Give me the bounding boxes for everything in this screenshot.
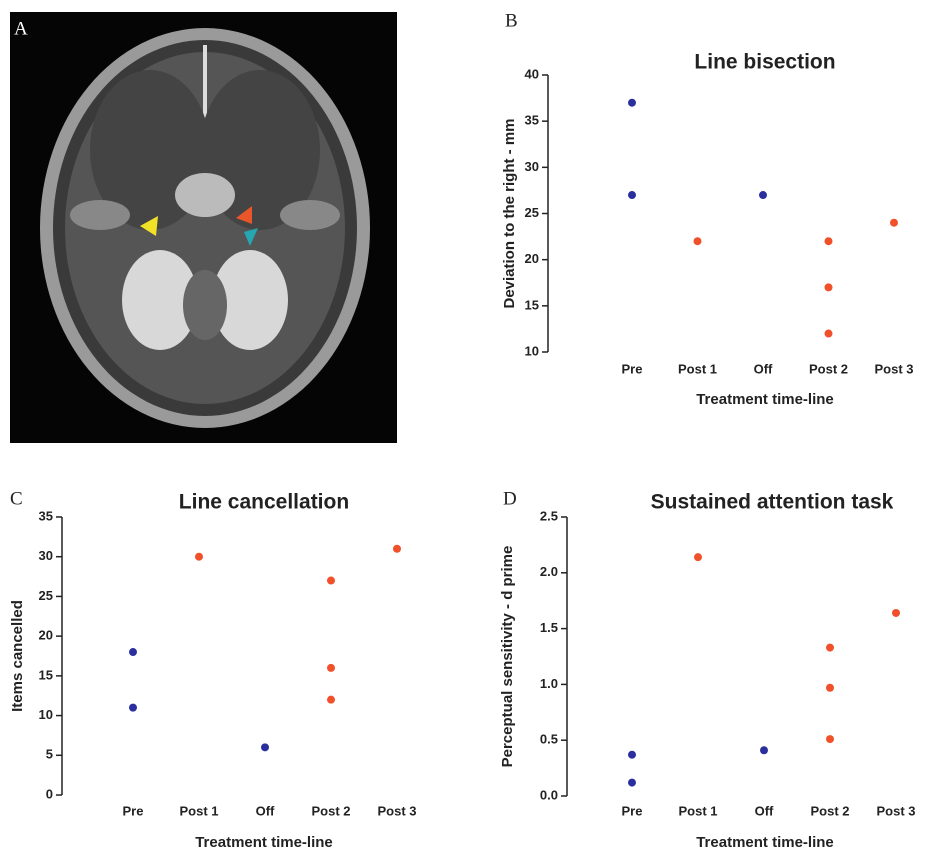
point [327, 576, 335, 585]
x-tick-label: Post 1 [678, 803, 717, 818]
y-tick-label: 35 [39, 508, 53, 523]
point [327, 695, 335, 704]
y-tick-label: 35 [525, 113, 539, 128]
y-tick-label: 40 [525, 66, 539, 81]
x-tick-label: Post 3 [874, 361, 913, 376]
point [824, 329, 833, 338]
point [129, 703, 137, 712]
x-tick-label: Post 2 [809, 361, 848, 376]
y-tick-label: 20 [525, 251, 539, 266]
point [826, 643, 834, 652]
y-axis-label: Deviation to the right - mm [501, 118, 518, 308]
y-tick-label: 1.0 [540, 676, 558, 691]
panel-label: D [503, 488, 517, 509]
x-tick-label: Post 1 [179, 803, 218, 818]
x-tick-label: Off [755, 803, 774, 818]
point [826, 735, 834, 744]
x-tick-label: Post 1 [678, 361, 717, 376]
x-tick-label: Pre [622, 803, 643, 818]
x-tick-label: Post 2 [810, 803, 849, 818]
y-tick-label: 25 [39, 588, 53, 603]
x-tick-label: Pre [622, 361, 643, 376]
point [890, 218, 898, 227]
mri-image [10, 12, 397, 443]
y-tick-label: 15 [39, 667, 53, 682]
x-tick-label: Post 3 [377, 803, 416, 818]
point [824, 237, 833, 246]
x-axis-label: Treatment time-line [696, 391, 834, 408]
y-axis-label: Items cancelled [9, 600, 26, 712]
chart-title: Line cancellation [179, 491, 349, 514]
y-tick-label: 2.0 [540, 564, 558, 579]
point [195, 552, 203, 561]
x-axis-label: Treatment time-line [696, 834, 834, 849]
panel-label: A [14, 18, 28, 39]
y-tick-label: 1.5 [540, 620, 558, 635]
y-axis-label: Perceptual sensitivity - d prime [499, 546, 516, 768]
x-axis-label: Treatment time-line [195, 834, 333, 849]
y-tick-label: 30 [525, 159, 539, 174]
y-tick-label: 20 [39, 628, 53, 643]
point [628, 98, 636, 107]
x-tick-label: Off [754, 361, 773, 376]
y-tick-label: 10 [39, 707, 53, 722]
point [393, 544, 401, 553]
y-tick-label: 2.5 [540, 508, 558, 523]
chart-title: Line bisection [694, 51, 835, 74]
y-tick-label: 0.5 [540, 732, 558, 747]
point [129, 648, 137, 657]
y-tick-label: 10 [525, 343, 539, 358]
point [628, 778, 636, 787]
point [892, 608, 900, 617]
y-tick-label: 0 [46, 786, 53, 801]
point [261, 743, 269, 752]
chart-title: Sustained attention task [651, 491, 894, 514]
point [628, 750, 636, 759]
point [824, 283, 833, 292]
point [628, 191, 636, 200]
y-tick-label: 15 [525, 297, 539, 312]
panel-label: C [10, 488, 23, 509]
x-tick-label: Off [256, 803, 275, 818]
y-tick-label: 0.0 [540, 787, 558, 802]
y-tick-label: 30 [39, 548, 53, 563]
point [693, 237, 702, 246]
point [759, 191, 767, 200]
y-tick-label: 5 [46, 747, 53, 762]
point [694, 553, 702, 562]
x-tick-label: Pre [123, 803, 144, 818]
y-tick-label: 25 [525, 205, 539, 220]
x-tick-label: Post 2 [311, 803, 350, 818]
x-tick-label: Post 3 [876, 803, 915, 818]
point [760, 746, 768, 755]
point [826, 683, 834, 692]
panel-label: B [505, 10, 518, 31]
point [327, 663, 335, 672]
